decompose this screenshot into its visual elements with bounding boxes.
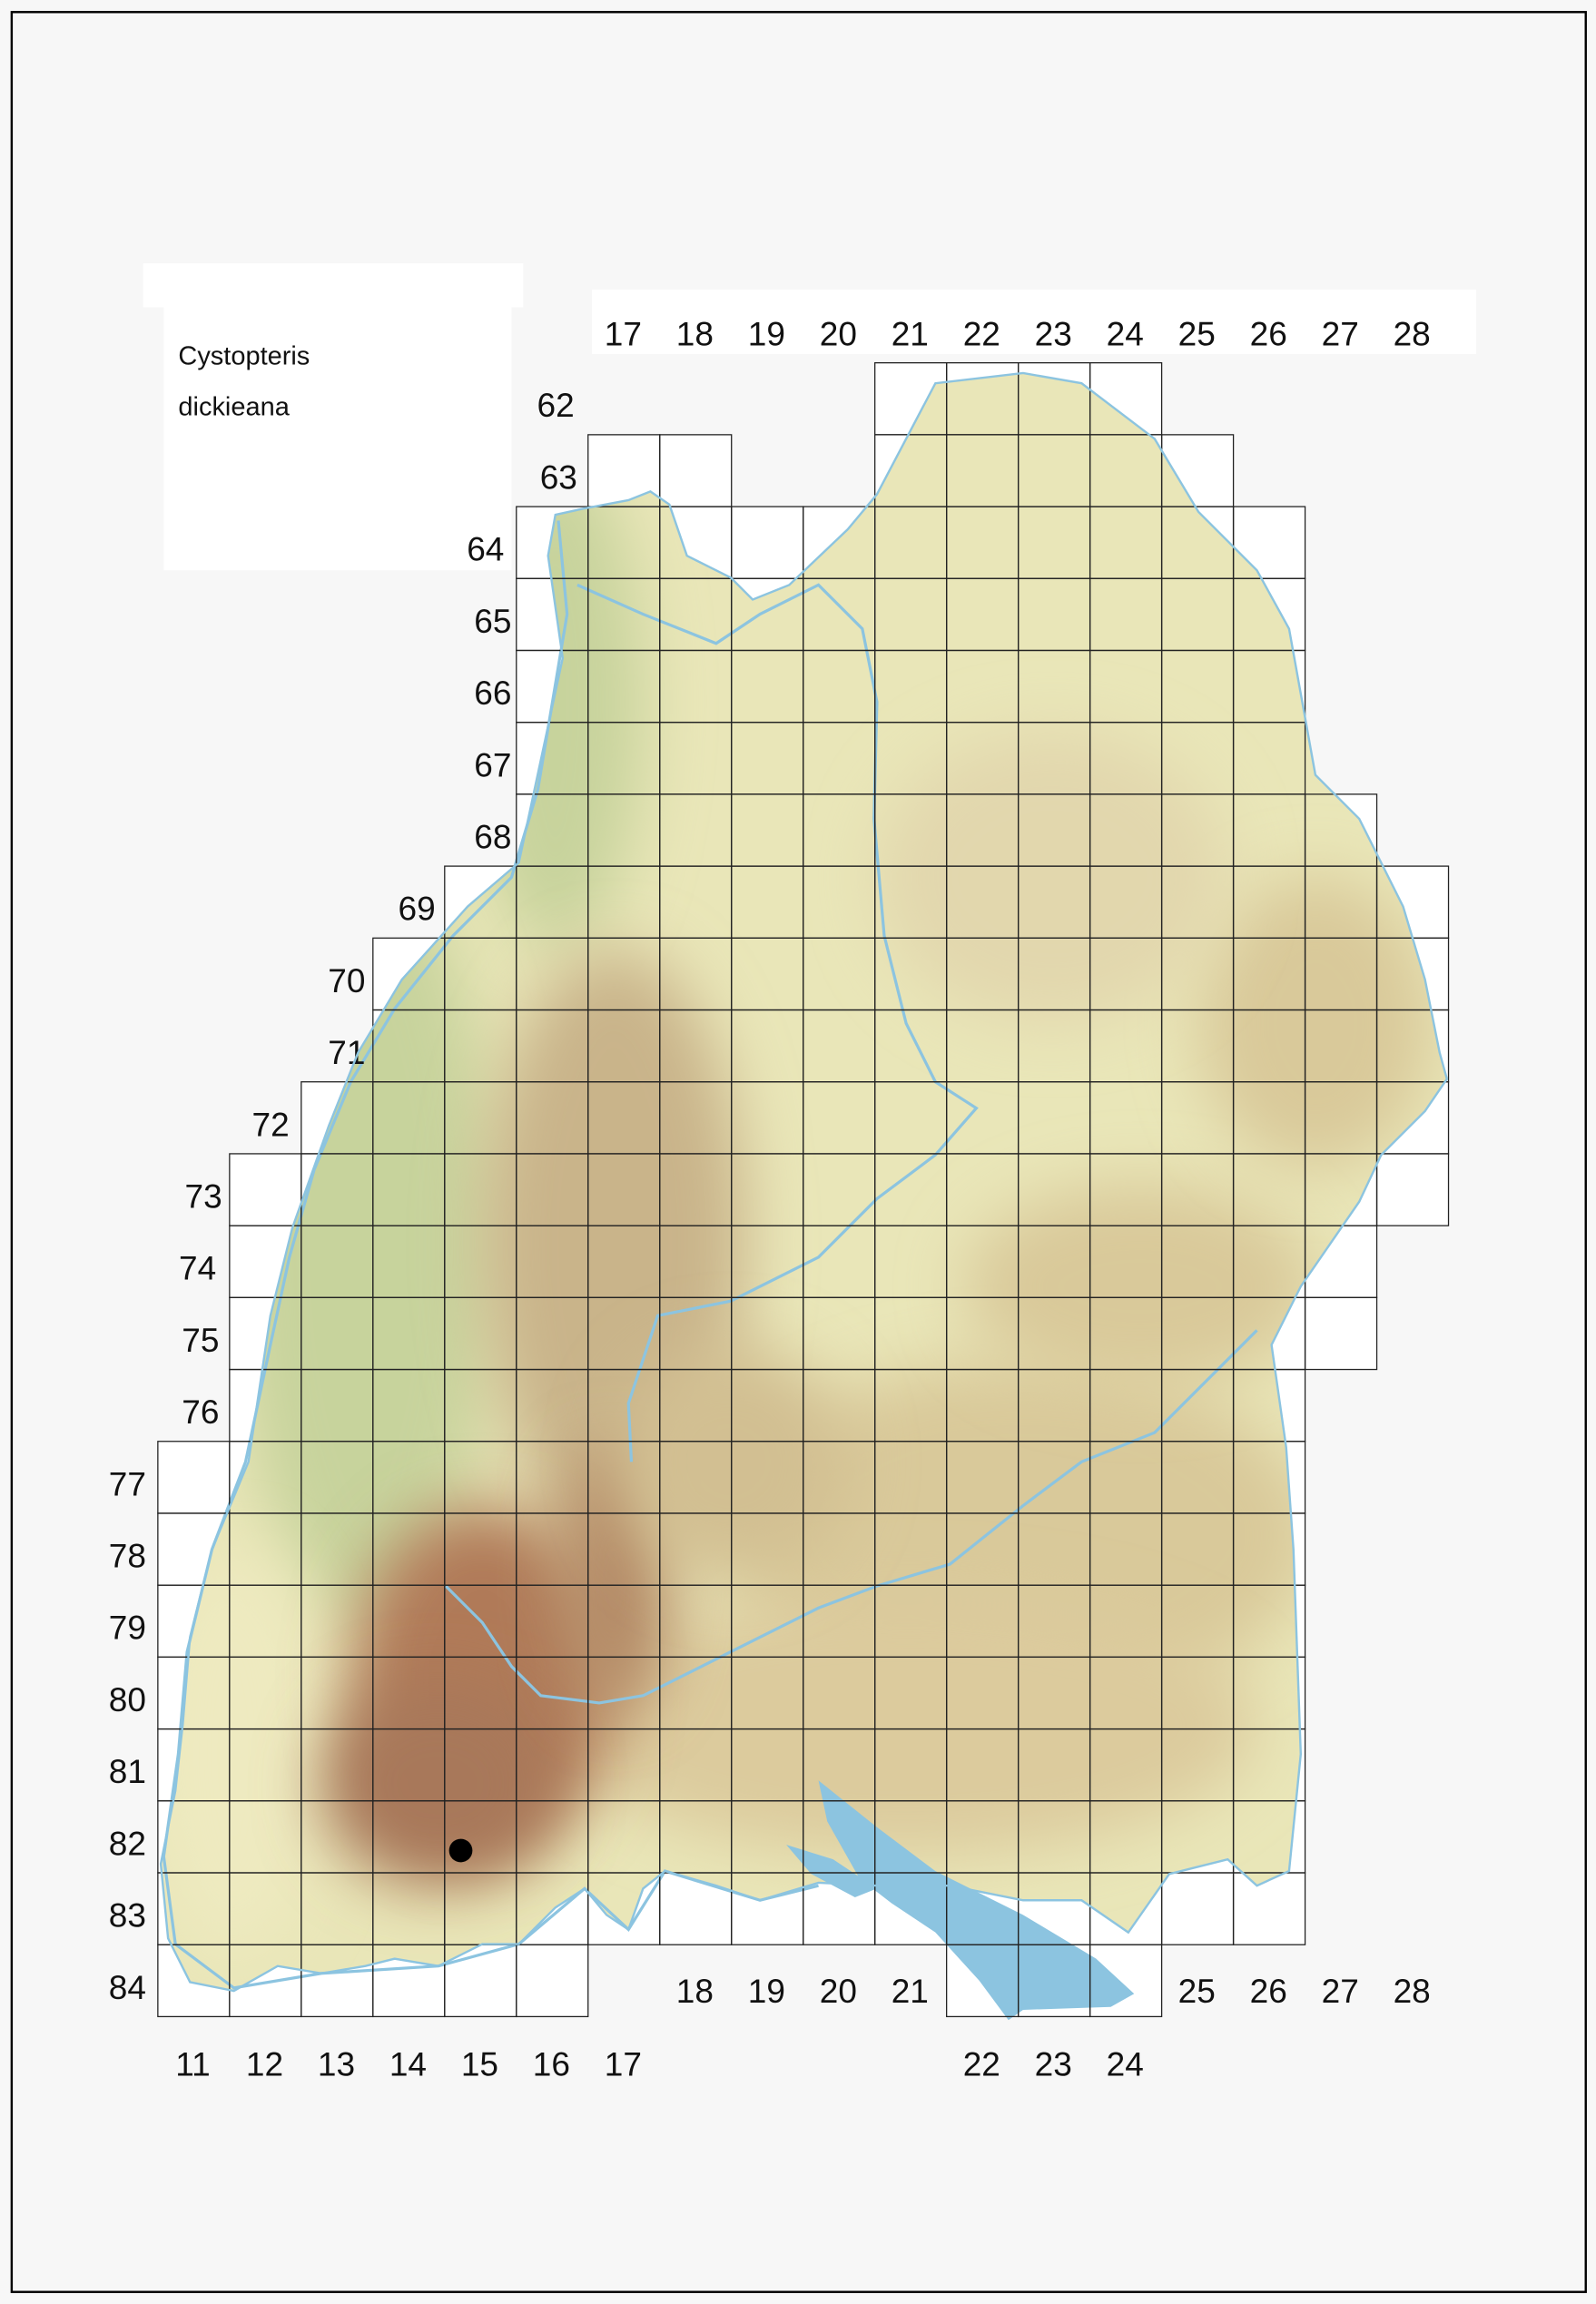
row-label: 67	[474, 745, 511, 783]
column-label-top: 27	[1322, 314, 1359, 352]
terrain-shade	[321, 1680, 556, 1886]
column-label-bottom: 27	[1322, 1972, 1359, 2010]
row-label: 81	[109, 1752, 146, 1790]
grid-cell-bg	[1376, 1153, 1449, 1226]
grid-cell-bg	[157, 1441, 230, 1513]
column-label-bottom: 13	[318, 2044, 355, 2082]
row-label: 74	[179, 1249, 216, 1287]
column-label-top: 28	[1394, 314, 1431, 352]
grid-cell-bg	[1161, 1872, 1234, 1945]
column-label-bottom: 21	[892, 1972, 929, 2010]
terrain-shade	[614, 1344, 848, 1580]
row-label: 71	[328, 1033, 365, 1071]
terrain-shade	[161, 1549, 322, 1959]
state-border	[159, 371, 1449, 1993]
terrain-shade	[555, 1593, 1257, 1856]
column-label-bottom: 11	[175, 2044, 210, 2082]
row-label: 62	[537, 386, 574, 424]
column-label-top: 18	[676, 314, 714, 352]
column-label-top: 23	[1035, 314, 1072, 352]
terrain-shade	[964, 1184, 1315, 1389]
row-label: 75	[182, 1321, 219, 1359]
row-label: 68	[474, 817, 511, 855]
terrain-shade	[876, 731, 1228, 1024]
top-label-strip	[592, 290, 1476, 354]
occurrence-dot	[448, 1838, 473, 1863]
column-label-bottom: 12	[246, 2044, 283, 2082]
row-label: 79	[109, 1609, 146, 1647]
column-label-bottom: 23	[1035, 2044, 1072, 2082]
row-label: 69	[399, 890, 436, 928]
row-label: 73	[185, 1177, 222, 1215]
grid-cell	[1089, 1944, 1163, 2018]
row-label: 80	[109, 1680, 146, 1718]
river-danube	[444, 1329, 1258, 1705]
legend-box: Cystopteris dickieana	[143, 263, 524, 571]
grid-cell-bg	[1305, 1297, 1377, 1370]
grid-cell	[516, 1944, 589, 2018]
row-label: 83	[109, 1896, 146, 1935]
column-label-bottom: 28	[1394, 1972, 1431, 2010]
occurrence-markers	[448, 1838, 473, 1863]
column-label-bottom: 17	[605, 2044, 642, 2082]
row-label: 70	[328, 961, 365, 999]
column-label-top: 24	[1107, 314, 1144, 352]
column-label-top: 19	[748, 314, 785, 352]
column-label-bottom: 16	[533, 2044, 570, 2082]
column-label-bottom: 15	[461, 2044, 498, 2082]
column-label-bottom: 25	[1178, 1972, 1216, 2010]
grid-cell-bg	[731, 507, 803, 579]
row-label: 82	[109, 1824, 146, 1862]
grid-cell-bg	[229, 1153, 301, 1226]
column-label-bottom: 24	[1107, 2044, 1144, 2082]
column-label-top: 22	[963, 314, 1000, 352]
grid-cell-bg	[659, 434, 732, 507]
species-name-line2: dickieana	[178, 393, 290, 422]
column-label-bottom: 20	[820, 1972, 857, 2010]
column-label-top: 26	[1250, 314, 1287, 352]
column-label-top: 21	[892, 314, 929, 352]
row-label: 72	[252, 1105, 290, 1143]
row-label: 76	[182, 1393, 219, 1431]
river-neckar	[576, 583, 979, 1462]
row-label: 78	[109, 1537, 146, 1575]
column-label-bottom: 14	[389, 2044, 427, 2082]
column-label-bottom: 19	[748, 1972, 785, 2010]
terrain-shade	[1198, 877, 1433, 1170]
column-label-bottom: 26	[1250, 1972, 1287, 2010]
column-label-bottom: 18	[676, 1972, 714, 2010]
grid-lines	[157, 362, 1450, 2018]
row-label: 63	[540, 458, 577, 496]
row-label: 65	[474, 602, 511, 640]
column-label-top: 17	[605, 314, 642, 352]
species-name-line1: Cystopteris	[178, 341, 310, 370]
row-label: 66	[474, 674, 511, 712]
column-label-top: 20	[820, 314, 857, 352]
grid-cell-bg	[516, 1945, 588, 2017]
grid-cell	[1304, 1296, 1378, 1371]
row-label: 84	[109, 1968, 146, 2006]
lake-constance	[818, 1780, 1135, 2021]
grid-cell	[1375, 1153, 1450, 1226]
grid-labels: 17 18 19 20 21 22 23 24 25 26 27 28 62 63 64 65 66 67 68 69…	[109, 314, 1431, 2082]
column-label-top: 25	[1178, 314, 1216, 352]
column-label-bottom: 22	[963, 2044, 1000, 2082]
grid-cell	[1232, 1872, 1306, 1945]
grid-cell-bg	[1233, 1872, 1305, 1945]
row-label: 64	[467, 530, 504, 568]
row-label: 77	[109, 1464, 146, 1502]
